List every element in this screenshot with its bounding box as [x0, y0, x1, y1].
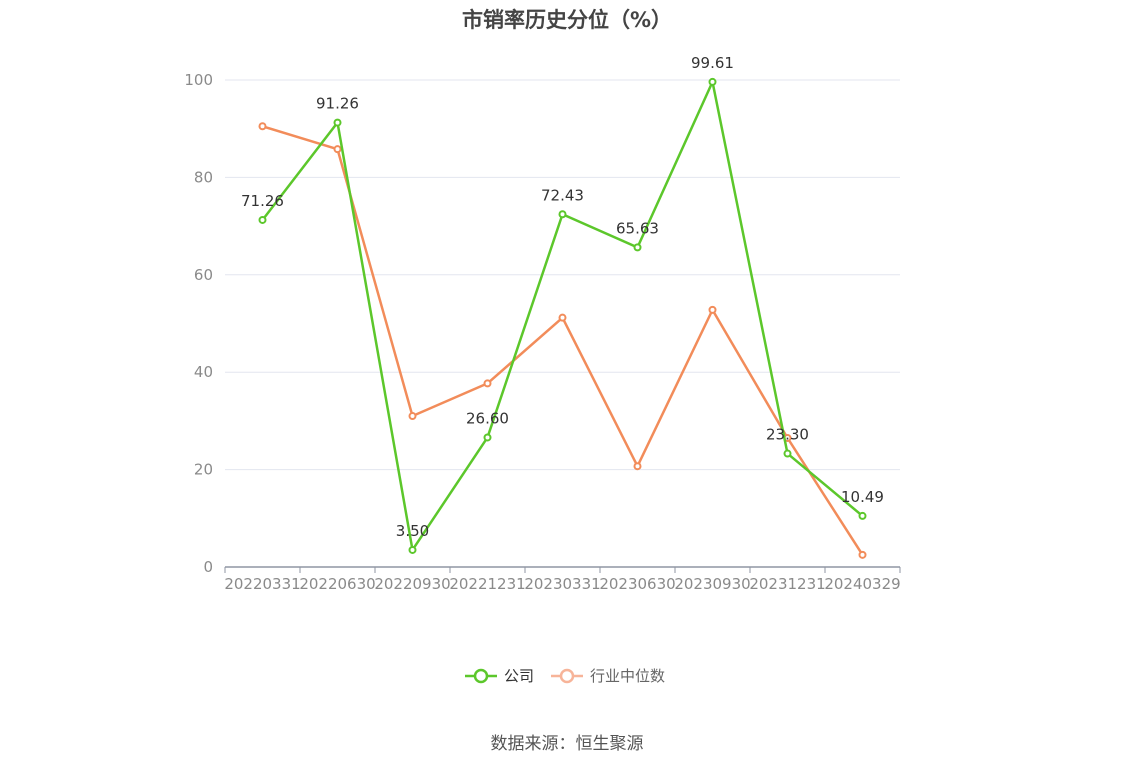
data-label: 91.26 [316, 95, 359, 113]
y-tick-label: 20 [194, 461, 213, 479]
data-point[interactable] [708, 305, 717, 314]
data-point[interactable] [333, 118, 342, 127]
data-point[interactable] [858, 511, 867, 520]
y-tick-label: 100 [184, 71, 213, 89]
x-tick-label: 20230630 [599, 575, 675, 593]
series-group [258, 77, 867, 559]
data-point[interactable] [333, 145, 342, 154]
data-label: 26.60 [466, 409, 509, 427]
y-axis: 0 20 40 60 80 100 [184, 71, 213, 576]
legend-item-1[interactable]: 行业中位数 [551, 667, 665, 685]
x-tick-label: 20221231 [449, 575, 525, 593]
data-point[interactable] [783, 449, 792, 458]
data-point[interactable] [558, 313, 567, 322]
x-tick-label: 20220630 [299, 575, 375, 593]
y-tick-label: 60 [194, 266, 213, 284]
data-point[interactable] [633, 462, 642, 471]
data-labels: 71.26 91.26 3.50 26.60 72.43 65.63 99.61 23.30 1… [241, 54, 884, 540]
data-label: 71.26 [241, 192, 284, 210]
data-point[interactable] [708, 77, 717, 86]
y-tick-label: 0 [203, 558, 213, 576]
x-tick-label: 20220331 [224, 575, 300, 593]
x-tick-label: 20220930 [374, 575, 450, 593]
data-label: 3.50 [396, 522, 429, 540]
data-label: 65.63 [616, 219, 659, 237]
data-point[interactable] [558, 210, 567, 219]
chart-title: 市销率历史分位（%） [461, 8, 673, 32]
legend[interactable]: 公司 行业中位数 [465, 667, 665, 685]
x-tick-label: 20240329 [824, 575, 900, 593]
x-tick-label: 20230331 [524, 575, 600, 593]
data-label: 72.43 [541, 186, 584, 204]
data-label: 23.30 [766, 426, 809, 444]
legend-label: 公司 [504, 667, 534, 685]
data-point[interactable] [258, 215, 267, 224]
data-point[interactable] [483, 433, 492, 442]
y-tick-label: 80 [194, 168, 213, 186]
data-point[interactable] [258, 122, 267, 131]
data-point[interactable] [633, 243, 642, 252]
x-axis: 2022033120220630202209302022123120230331… [224, 566, 901, 593]
legend-marker [559, 668, 575, 684]
data-point[interactable] [408, 545, 417, 554]
data-point[interactable] [858, 550, 867, 559]
legend-marker [473, 668, 489, 684]
source-note: 数据来源：恒生聚源 [490, 734, 644, 754]
legend-label: 行业中位数 [590, 667, 665, 685]
y-tick-label: 40 [194, 363, 213, 381]
data-label: 99.61 [691, 54, 734, 72]
data-point[interactable] [483, 379, 492, 388]
x-tick-label: 20231231 [749, 575, 825, 593]
data-point[interactable] [408, 412, 417, 421]
x-tick-label: 20230930 [674, 575, 750, 593]
data-label: 10.49 [841, 488, 884, 506]
legend-item-0[interactable]: 公司 [465, 667, 534, 685]
grid-lines [225, 79, 900, 471]
